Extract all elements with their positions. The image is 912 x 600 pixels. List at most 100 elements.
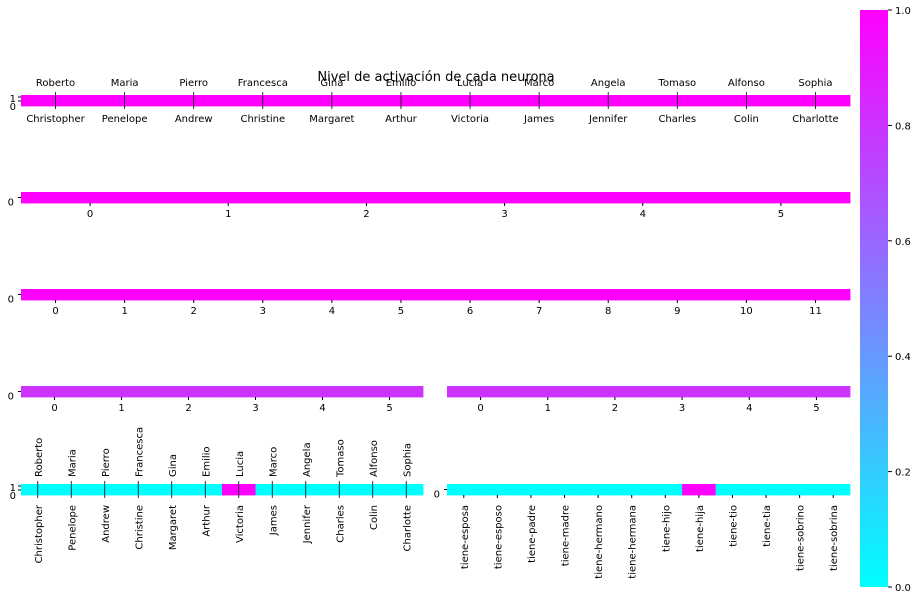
col-tick-label: 3: [252, 403, 258, 414]
person-label-bottom: Victoria: [235, 505, 246, 543]
person-label-bottom: Arthur: [385, 114, 418, 125]
row-tick-label: 1: [10, 94, 16, 105]
heatmap-cell: [159, 289, 229, 301]
col-tick-label: 9: [674, 306, 680, 317]
person-label-bottom: Jennifer: [588, 114, 628, 125]
heatmap-cell: [366, 289, 436, 301]
heatmap-cell: [435, 95, 471, 107]
heatmap-cell: [90, 95, 126, 107]
col-tick-label: 2: [185, 403, 191, 414]
heatmap-cell: [21, 386, 89, 398]
heatmap-cell: [400, 95, 436, 107]
heatmap-cell: [608, 95, 644, 107]
colorbar-tick-label: 1.0: [895, 6, 911, 17]
person-label-top: Angela: [302, 442, 313, 477]
relation-label: tiene-hermano: [594, 505, 605, 579]
heatmap-cell: [573, 192, 713, 204]
heatmap-cell: [782, 386, 851, 398]
col-tick-label: 3: [679, 403, 685, 414]
col-tick-label: 3: [260, 306, 266, 317]
person-label-bottom: Charles: [658, 114, 696, 125]
relation-label: tiene-sobrina: [829, 505, 840, 571]
heatmap-cell: [297, 192, 436, 204]
person-label-top: Francesca: [134, 427, 145, 477]
col-tick-label: 5: [398, 306, 404, 317]
col-tick-label: 8: [605, 306, 611, 317]
heatmap-cell: [715, 484, 750, 496]
heatmap-cell: [90, 289, 160, 301]
person-label-bottom: Charlotte: [402, 505, 413, 551]
heatmap-cell: [159, 192, 298, 204]
col-tick-label: 0: [87, 209, 93, 220]
relation-label: tiene-hija: [695, 505, 706, 552]
relation-label: tiene-padre: [527, 505, 538, 563]
person-label-bottom: Penelope: [102, 114, 148, 125]
relation-label: tiene-esposo: [493, 505, 504, 569]
person-label-bottom: Christine: [240, 114, 285, 125]
col-tick-label: 3: [501, 209, 507, 220]
heatmap-cell: [677, 95, 713, 107]
heatmap-cell: [21, 289, 91, 301]
col-tick-label: 1: [118, 403, 124, 414]
col-tick-label: 1: [121, 306, 127, 317]
row-tick-label: 0: [8, 295, 14, 306]
col-tick-label: 4: [746, 403, 752, 414]
heatmap-cell: [21, 192, 160, 204]
col-tick-label: 1: [225, 209, 231, 220]
person-label-top: Maria: [67, 449, 78, 477]
person-label-top: Marco: [524, 78, 554, 89]
row-tick-label: 0: [10, 102, 16, 113]
person-label-bottom: Christine: [134, 505, 145, 550]
person-label-top: Roberto: [36, 78, 75, 89]
col-tick-label: 1: [545, 403, 551, 414]
col-tick-label: 2: [191, 306, 197, 317]
person-label-top: Tomaso: [657, 78, 696, 89]
chart-title: Nivel de activación de cada neurona: [317, 70, 554, 85]
person-label-top: Sophia: [402, 443, 413, 477]
person-label-top: Roberto: [34, 438, 45, 477]
person-label-bottom: Arthur: [201, 504, 212, 537]
person-label-bottom: Christopher: [34, 504, 45, 563]
person-label-bottom: Christopher: [26, 114, 85, 125]
heatmap-cell: [297, 95, 333, 107]
relation-label: tiene-madre: [561, 505, 572, 566]
heatmap-panel-hidden-6-right: 0 1 2 3 4 5: [447, 386, 851, 414]
relation-label: tiene-hermana: [628, 505, 639, 579]
person-label-top: Gina: [320, 78, 343, 89]
person-label-bottom: Charles: [335, 505, 346, 543]
person-label-bottom: Charlotte: [792, 114, 838, 125]
relation-label: tiene-sobrino: [796, 505, 807, 571]
row-tick-label: 0: [8, 198, 14, 209]
person-label-bottom: James: [523, 114, 554, 125]
col-tick-label: 5: [386, 403, 392, 414]
heatmap-cell: [331, 95, 367, 107]
heatmap-cell: [155, 386, 223, 398]
heatmap-cell: [124, 95, 160, 107]
person-label-bottom: Colin: [734, 114, 759, 125]
heatmap-cell: [711, 289, 782, 301]
heatmap-cell: [573, 95, 609, 107]
row-tick-label: 1: [10, 483, 16, 494]
col-tick-label: 0: [477, 403, 483, 414]
person-label-top: Tomaso: [335, 439, 346, 478]
heatmap-cell: [228, 289, 298, 301]
heatmap-panel-hidden-12: 0 0 1 2 3 4 5 6 7 8 9 10 11: [8, 289, 851, 317]
heatmap-cell: [780, 289, 851, 301]
person-label-bottom: Victoria: [451, 114, 489, 125]
colorbar-tick-label: 0.4: [895, 352, 911, 363]
colorbar: 0.0 0.2 0.4 0.6 0.8 1.0: [860, 6, 911, 594]
heatmap-cell: [642, 95, 678, 107]
col-tick-label: 2: [612, 403, 618, 414]
colorbar-gradient: [860, 10, 888, 587]
person-label-top: Sophia: [798, 78, 832, 89]
heatmap-cell: [581, 386, 649, 398]
heatmap-panel-output-people: 10: [10, 483, 424, 502]
person-label-top: Pierro: [101, 448, 112, 477]
person-label-bottom: Andrew: [101, 505, 112, 543]
heatmap-cell: [780, 95, 816, 107]
relation-label: tiene-esposa: [460, 505, 471, 569]
person-label-top: Francesca: [238, 78, 288, 89]
heatmap-cell: [715, 386, 784, 398]
col-tick-label: 11: [809, 306, 822, 317]
heatmap-cell: [366, 95, 402, 107]
